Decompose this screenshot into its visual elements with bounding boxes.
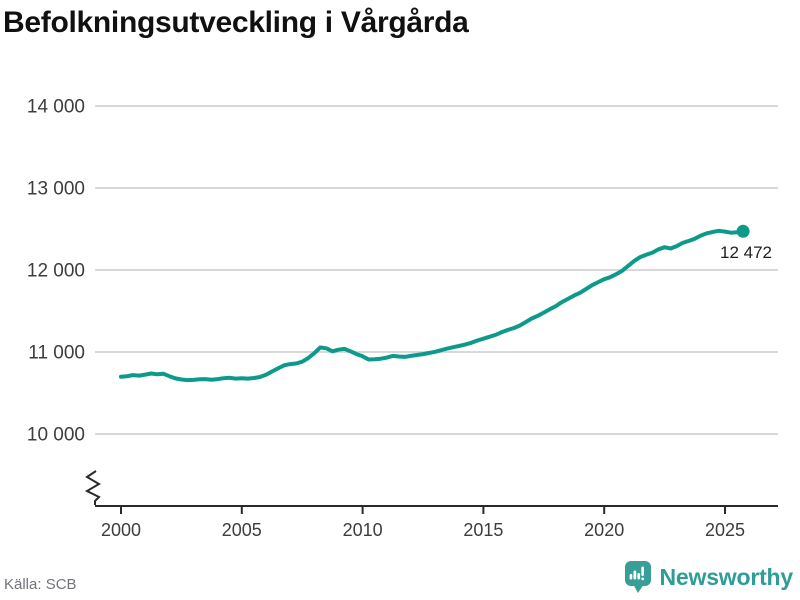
y-axis-labels: 14 000 13 000 12 000 11 000 10 000 xyxy=(27,97,85,446)
bar-chart-bubble-icon xyxy=(624,561,651,593)
end-value-label: 12 472 xyxy=(720,243,772,262)
axis-break-icon xyxy=(84,470,101,505)
y-tick-label: 13 000 xyxy=(27,179,85,200)
x-tick-label: 2005 xyxy=(222,520,262,540)
y-tick-label: 11 000 xyxy=(28,343,85,364)
population-line xyxy=(119,228,746,383)
newsworthy-logo-text: Newsworthy xyxy=(659,563,794,590)
x-tick-label: 2015 xyxy=(463,520,503,540)
x-tick-label: 2025 xyxy=(705,520,745,540)
x-axis: 2000 2005 2010 2015 2020 2025 xyxy=(95,505,778,540)
x-tick-label: 2000 xyxy=(101,520,141,540)
gridlines xyxy=(95,105,778,435)
newsworthy-logo[interactable]: Newsworthy xyxy=(624,560,793,594)
end-point-marker xyxy=(736,224,750,238)
y-tick-label: 14 000 xyxy=(27,97,85,118)
y-tick-label: 12 000 xyxy=(27,261,85,282)
page-title: Befolkningsutveckling i Vårgårda xyxy=(3,6,469,39)
x-tick-label: 2020 xyxy=(584,520,624,540)
source-caption: Källa: SCB xyxy=(4,576,77,593)
y-tick-label: 10 000 xyxy=(27,425,85,446)
x-tick-label: 2010 xyxy=(343,520,383,540)
